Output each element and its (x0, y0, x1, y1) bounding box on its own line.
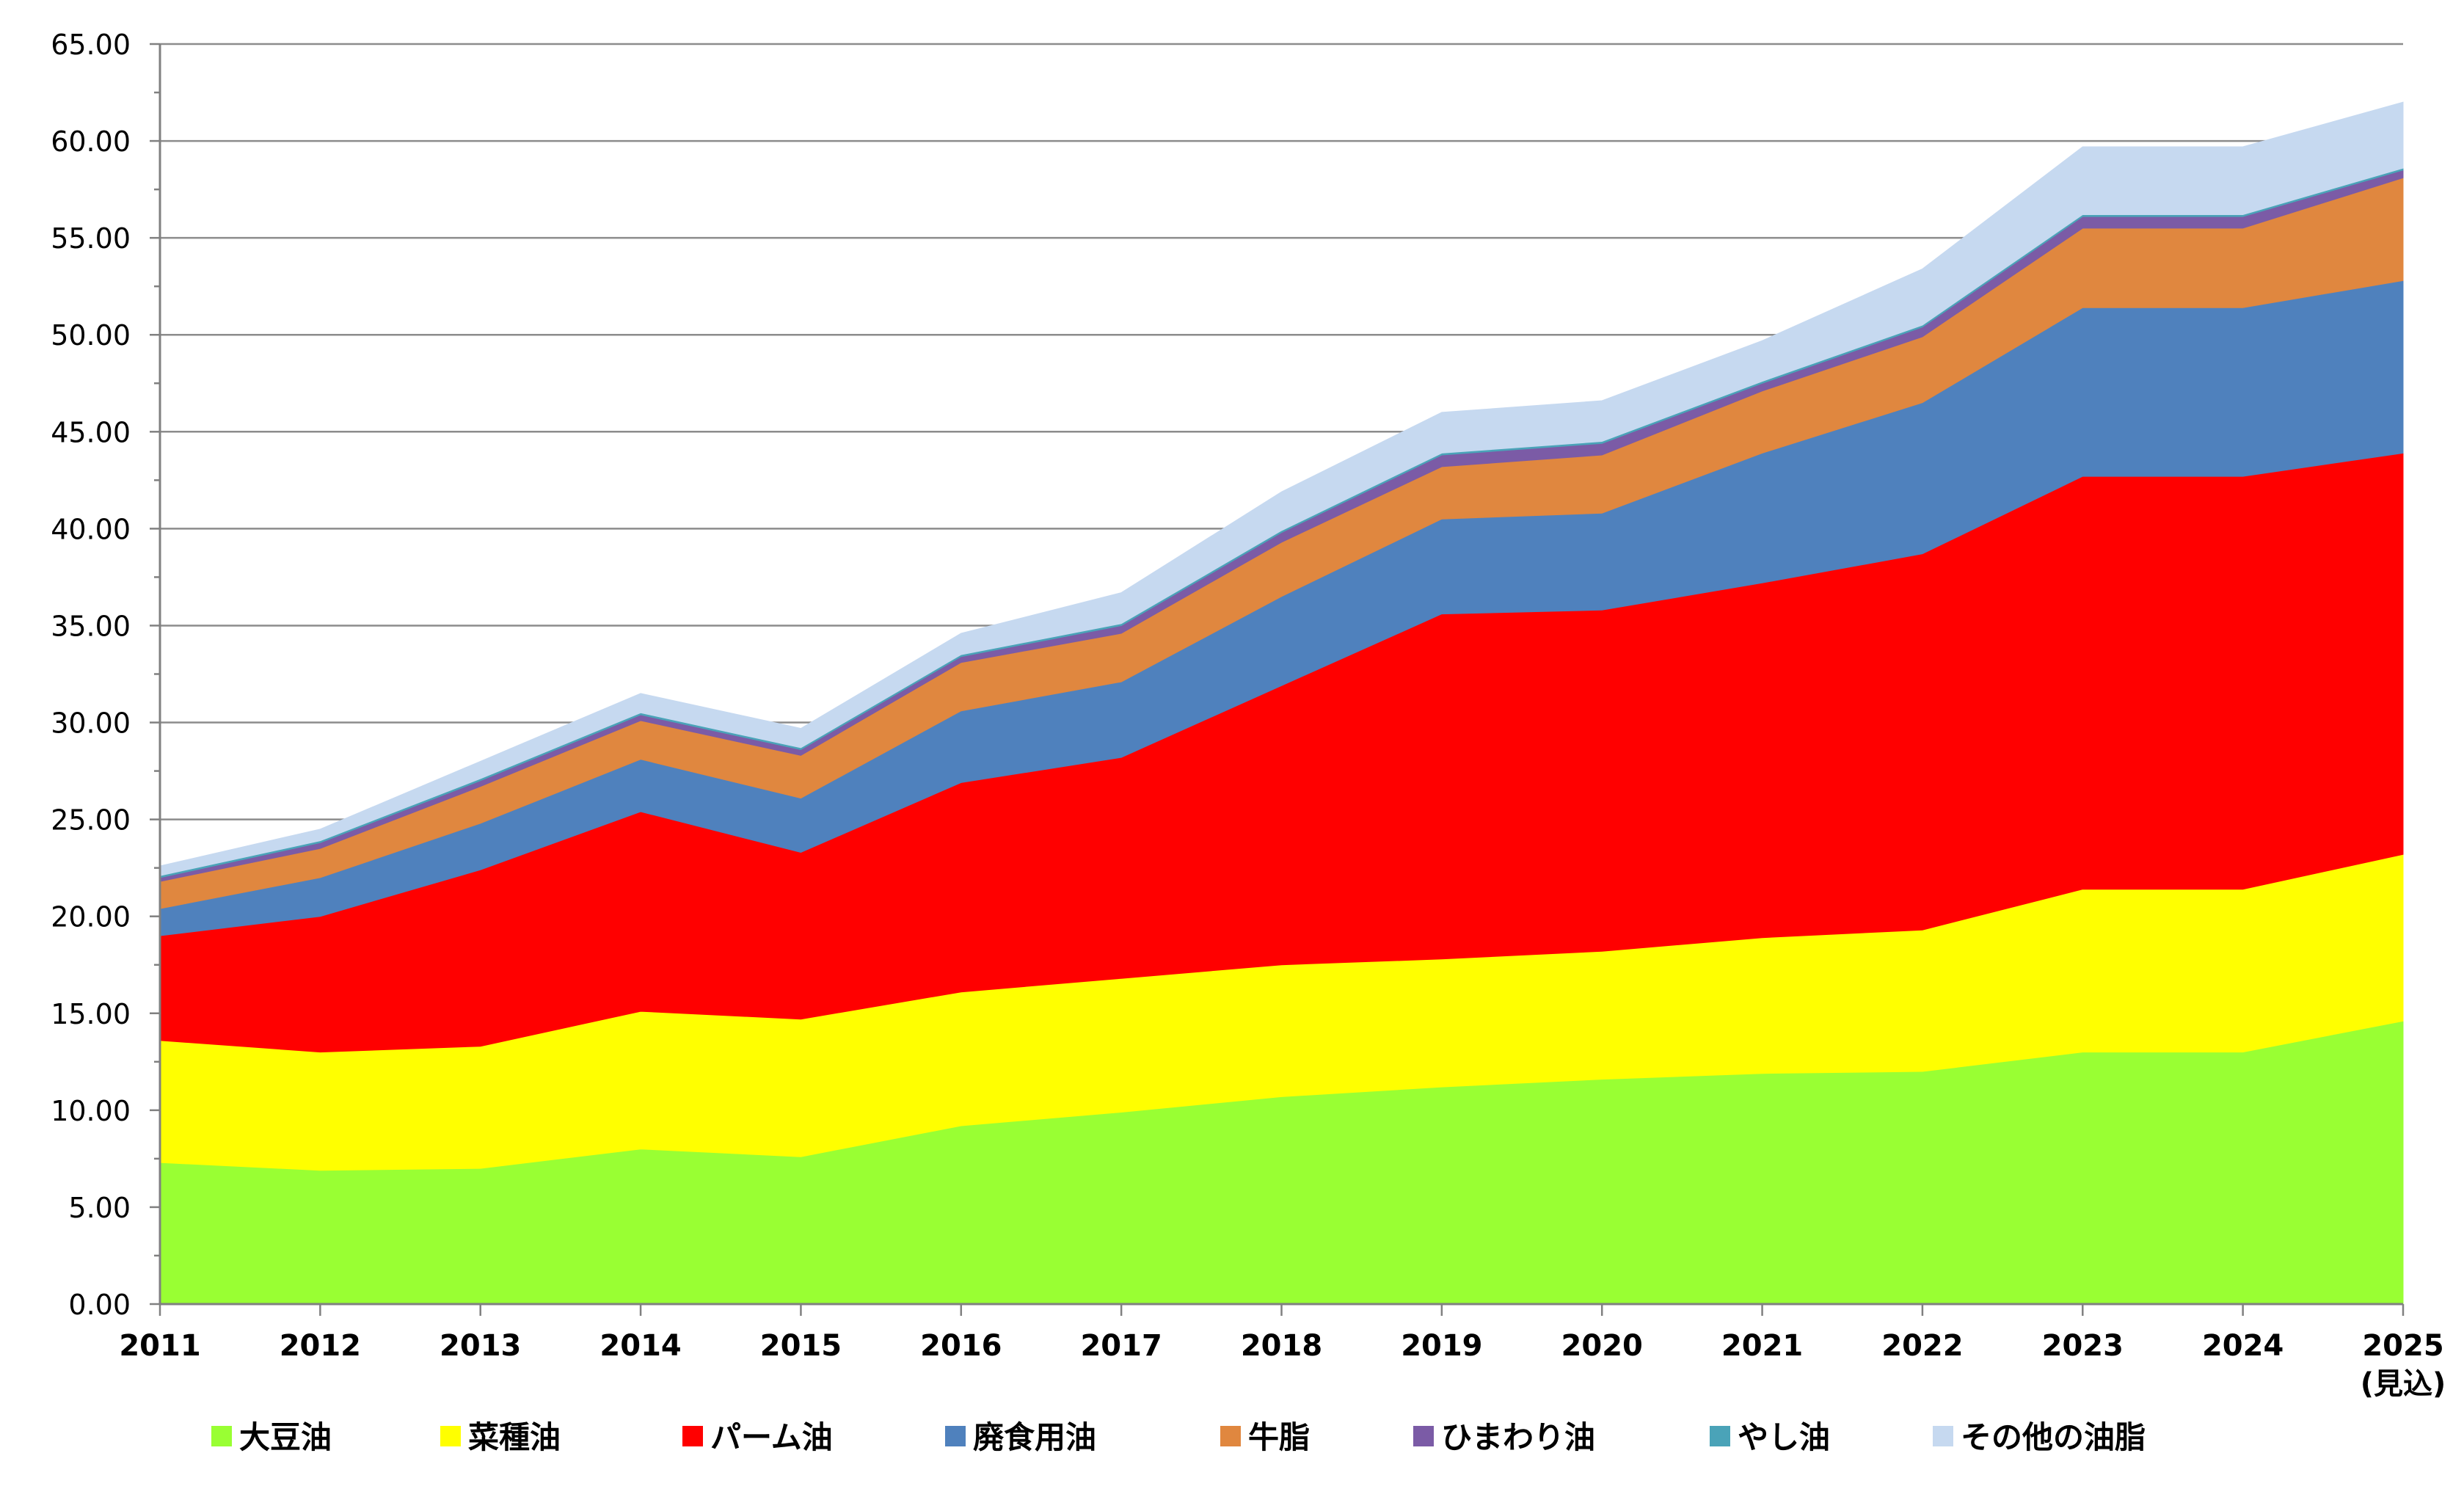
x-tick-label: 2015 (760, 1329, 842, 1363)
x-tick-label: 2024 (2202, 1329, 2283, 1363)
legend-swatch (682, 1426, 703, 1446)
legend: 大豆油 菜種油 パーム油 廃食用油 牛脂 ひまわり油 やし油 その他の油脂 (211, 1419, 2146, 1455)
legend-label: 菜種油 (468, 1419, 561, 1455)
x-tick-label: 2013 (440, 1329, 521, 1363)
y-tick-label: 55.00 (51, 222, 131, 255)
x-tick-label: 2021 (1721, 1329, 1803, 1363)
x-tick-label: 2023 (2042, 1329, 2124, 1363)
y-tick-label: 60.00 (51, 125, 131, 158)
x-tick-label: 2022 (1881, 1329, 1963, 1363)
y-tick-label: 35.00 (51, 610, 131, 642)
x-tick-label: 2020 (1561, 1329, 1643, 1363)
y-tick-label: 30.00 (51, 707, 131, 740)
y-tick-label: 65.00 (51, 29, 131, 61)
legend-label: 牛脂 (1248, 1419, 1310, 1455)
x-tick-label: 2014 (599, 1329, 681, 1363)
legend-swatch (1933, 1426, 1953, 1446)
legend-swatch (211, 1426, 232, 1446)
x-tick-label: 2019 (1401, 1329, 1482, 1363)
x-tick-sublabel: (見込) (2361, 1367, 2446, 1401)
x-tick-label: 2025 (2362, 1329, 2443, 1363)
y-tick-label: 10.00 (51, 1095, 131, 1127)
y-axis-tick-labels: 0.00 5.00 10.00 15.00 20.00 25.00 30.00 35.00 40… (51, 29, 131, 1321)
legend-label: やし油 (1738, 1419, 1830, 1455)
area-series-8 (159, 101, 2404, 876)
legend-label: ひまわり油 (1441, 1419, 1595, 1455)
y-tick-label: 15.00 (51, 998, 131, 1030)
y-tick-label: 5.00 (68, 1192, 131, 1224)
x-tick-label: 2011 (119, 1329, 200, 1363)
area-series (159, 101, 2404, 1305)
x-tick-label: 2012 (280, 1329, 361, 1363)
x-axis-tick-labels: 2011 2012 2013 2014 2015 2016 2017 2018 2019 2020… (119, 1329, 2446, 1401)
legend-swatch (1413, 1426, 1434, 1446)
y-tick-label: 25.00 (51, 804, 131, 837)
x-tick-label: 2016 (920, 1329, 1002, 1363)
legend-swatch (945, 1426, 966, 1446)
x-tick-label: 2018 (1241, 1329, 1322, 1363)
y-tick-label: 20.00 (51, 901, 131, 933)
legend-label: その他の油脂 (1961, 1419, 2146, 1455)
axes (150, 43, 2405, 1316)
legend-label: 大豆油 (239, 1419, 332, 1455)
y-tick-label: 45.00 (51, 416, 131, 448)
legend-swatch (440, 1426, 461, 1446)
legend-label: パーム油 (710, 1419, 833, 1455)
legend-swatch (1220, 1426, 1241, 1446)
y-tick-label: 40.00 (51, 513, 131, 545)
x-tick-label: 2017 (1080, 1329, 1162, 1363)
y-tick-label: 50.00 (51, 319, 131, 352)
legend-swatch (1710, 1426, 1730, 1446)
y-tick-label: 0.00 (68, 1289, 131, 1321)
legend-label: 廃食用油 (973, 1419, 1096, 1455)
